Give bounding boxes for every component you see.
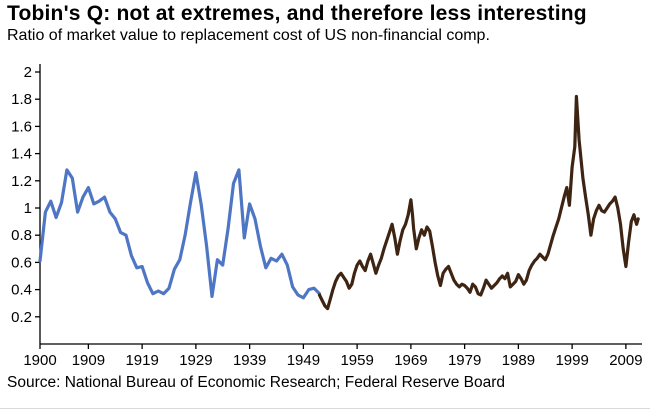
chart-title: Tobin's Q: not at extremes, and therefor… [7,2,587,25]
y-tick-label: 1.8 [11,91,32,108]
x-tick-label: 1929 [179,352,212,369]
x-tick-label: 1989 [502,352,535,369]
x-tick-label: 1900 [23,352,56,369]
bottom-divider [0,408,650,409]
chart-subtitle: Ratio of market value to replacement cos… [7,27,490,44]
x-tick-label: 1999 [555,352,588,369]
x-tick-label: 1979 [448,352,481,369]
x-tick-label: 2009 [609,352,642,369]
y-tick-label: 2 [24,64,32,81]
x-tick-label: 1909 [72,352,105,369]
y-tick-label: 1 [24,200,32,217]
series-line-late-brown [317,94,640,311]
x-tick-label: 1919 [125,352,158,369]
y-tick-label: 0.8 [11,227,32,244]
x-tick-label: 1949 [287,352,320,369]
source-note: Source: National Bureau of Economic Rese… [7,374,505,391]
y-tick-label: 0.4 [11,282,32,299]
y-tick-label: 0.2 [11,309,32,326]
y-tick-label: 1.2 [11,173,32,190]
y-tick-label: 1.4 [11,146,32,163]
x-tick-label: 1939 [233,352,266,369]
series-line-early-blue [38,168,322,300]
y-tick-label: 0.6 [11,254,32,271]
x-tick-label: 1959 [340,352,373,369]
x-tick-label: 1969 [394,352,427,369]
y-tick-label: 1.6 [11,118,32,135]
